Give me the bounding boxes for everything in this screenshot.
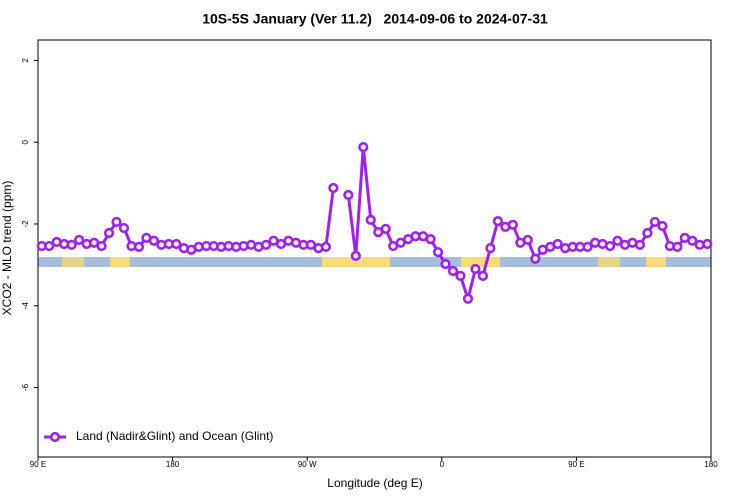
data-point <box>507 219 518 230</box>
data-point <box>133 241 145 252</box>
x-tick-label: 90 E <box>568 460 584 469</box>
y-tick-label: -6 <box>21 383 30 391</box>
data-point <box>66 239 77 250</box>
data-point <box>148 235 160 246</box>
data-point <box>672 241 683 252</box>
chart-title: 10S-5S January (Ver 11.2) 2014-09-06 to … <box>202 11 548 27</box>
data-point <box>477 270 489 281</box>
data-point <box>657 220 668 232</box>
data-point <box>485 242 496 254</box>
y-tick-label: 0 <box>21 139 30 144</box>
data-point <box>328 182 339 194</box>
data-point <box>462 293 474 304</box>
data-point <box>492 216 503 227</box>
y-tick-label: 2 <box>21 58 30 63</box>
land-patch <box>110 257 130 267</box>
land-patch <box>461 257 500 267</box>
data-point <box>260 239 272 250</box>
data-point <box>358 142 369 153</box>
legend-marker <box>49 431 61 443</box>
data-point <box>171 238 182 250</box>
x-tick-label: 180 <box>704 460 718 469</box>
data-point <box>103 227 115 239</box>
data-point <box>522 234 533 246</box>
data-point <box>395 237 406 248</box>
data-point <box>111 216 122 228</box>
data-point <box>552 238 563 250</box>
data-point <box>343 189 354 201</box>
data-point <box>365 214 376 225</box>
data-point <box>320 241 331 252</box>
data-point <box>432 247 444 258</box>
data-point <box>604 240 616 252</box>
data-point <box>380 223 391 234</box>
land-patch <box>646 257 666 267</box>
y-tick-label: -4 <box>21 302 30 310</box>
x-tick-label: 0 <box>440 460 445 469</box>
land-patch <box>62 257 84 267</box>
x-tick-label: 90 W <box>298 460 317 469</box>
map-strip <box>38 257 711 267</box>
data-point <box>96 240 107 252</box>
data-point <box>530 253 541 264</box>
data-point <box>470 263 481 275</box>
y-tick-label: -2 <box>21 220 30 228</box>
data-point <box>687 235 698 246</box>
data-point <box>74 234 85 246</box>
data-point <box>612 235 623 246</box>
x-tick-label: 180 <box>166 460 180 469</box>
data-point <box>634 239 646 250</box>
data-point <box>455 270 466 281</box>
x-axis-label: Longitude (deg E) <box>327 476 422 490</box>
data-point <box>702 238 713 250</box>
land-patch <box>322 257 390 267</box>
data-point <box>649 216 661 228</box>
data-point <box>642 227 653 239</box>
legend-label: Land (Nadir&Glint) and Ocean (Glint) <box>76 429 273 443</box>
data-point <box>350 250 361 261</box>
land-patch <box>598 257 620 267</box>
data-point <box>44 240 55 252</box>
y-axis-label: XCO2 - MLO trend (ppm) <box>0 181 14 316</box>
data-point <box>440 258 451 270</box>
data-point <box>425 233 436 245</box>
data-point <box>582 241 593 252</box>
data-point <box>447 265 459 277</box>
x-tick-label: 90 E <box>30 460 46 469</box>
data-point <box>118 222 130 234</box>
